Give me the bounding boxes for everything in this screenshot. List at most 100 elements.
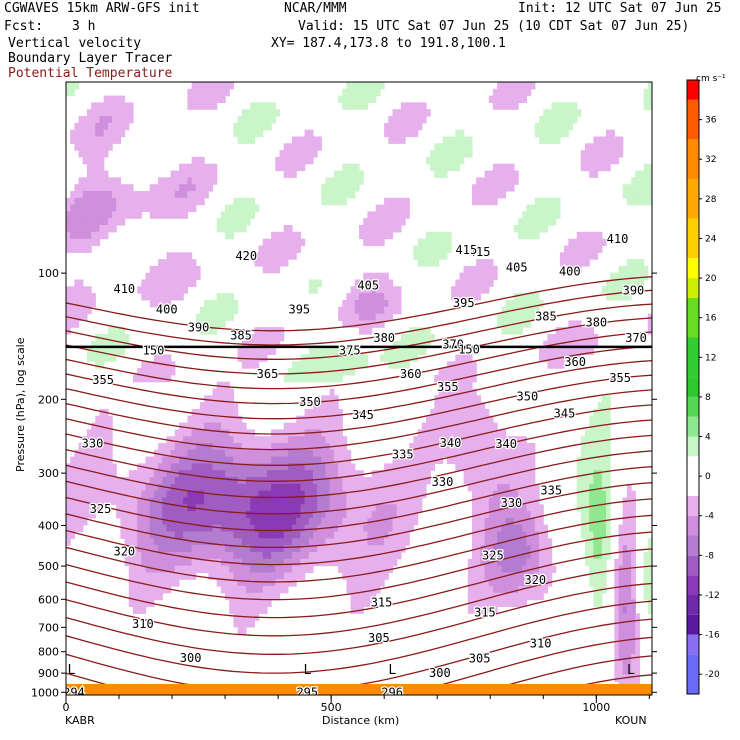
velocity-cell	[484, 436, 490, 444]
velocity-cell	[254, 599, 260, 607]
velocity-cell	[342, 306, 348, 315]
velocity-cell	[518, 565, 523, 573]
velocity-cell	[647, 565, 652, 573]
velocity-cell	[614, 660, 620, 669]
velocity-cell	[480, 456, 486, 464]
velocity-cell	[271, 265, 276, 274]
velocity-cell	[601, 504, 607, 512]
velocity-cell	[279, 231, 285, 240]
velocity-cell	[333, 531, 339, 539]
velocity-cell	[225, 586, 230, 594]
velocity-cell	[455, 408, 461, 417]
velocity-cell	[212, 313, 218, 321]
velocity-cell	[250, 538, 255, 546]
velocity-cell	[409, 483, 414, 492]
velocity-cell	[359, 231, 364, 240]
velocity-cell	[325, 470, 331, 478]
velocity-cell	[86, 490, 92, 499]
velocity-cell	[158, 483, 163, 492]
velocity-cell	[250, 592, 255, 601]
velocity-cell	[459, 388, 465, 396]
velocity-cell	[626, 572, 632, 580]
velocity-cell	[614, 150, 620, 158]
velocity-cell	[271, 443, 276, 451]
velocity-cell	[597, 579, 603, 587]
velocity-cell	[145, 197, 151, 206]
cross-section-endpoints: XY= 187.4,173.8 to 191.8,100.1	[271, 36, 506, 51]
velocity-cell	[409, 116, 414, 124]
velocity-cell	[430, 163, 435, 172]
velocity-cell	[526, 463, 532, 471]
velocity-cell	[597, 497, 603, 505]
velocity-cell	[392, 129, 398, 138]
velocity-cell	[497, 320, 502, 328]
velocity-cell	[103, 143, 109, 151]
velocity-cell	[505, 443, 511, 451]
velocity-cell	[141, 490, 147, 499]
velocity-cell	[137, 599, 142, 607]
velocity-cell	[589, 163, 594, 172]
velocity-cell	[74, 218, 80, 226]
velocity-cell	[103, 225, 109, 233]
velocity-cell	[145, 552, 151, 560]
velocity-cell	[128, 538, 134, 546]
velocity-cell	[271, 592, 276, 601]
velocity-cell	[589, 490, 594, 499]
velocity-cell	[70, 211, 75, 219]
velocity-cell	[82, 204, 88, 212]
velocity-cell	[622, 613, 628, 621]
velocity-cell	[86, 300, 92, 308]
velocity-cell	[338, 497, 343, 505]
velocity-cell	[350, 286, 356, 294]
velocity-cell	[363, 272, 368, 281]
isentrope-label: 300	[429, 666, 451, 680]
velocity-cell	[321, 429, 327, 437]
velocity-cell	[191, 265, 197, 274]
velocity-cell	[271, 497, 276, 505]
velocity-cell	[153, 477, 159, 485]
velocity-cell	[614, 136, 620, 144]
velocity-cell	[216, 463, 222, 471]
velocity-cell	[112, 129, 117, 138]
velocity-cell	[237, 599, 243, 607]
velocity-cell	[564, 347, 569, 355]
velocity-cell	[220, 552, 226, 560]
velocity-cell	[367, 490, 373, 499]
velocity-cell	[91, 102, 96, 110]
velocity-cell	[166, 272, 172, 281]
velocity-cell	[342, 313, 348, 321]
velocity-cell	[166, 497, 172, 505]
velocity-cell	[204, 82, 209, 90]
velocity-cell	[321, 497, 327, 505]
velocity-cell	[484, 272, 490, 281]
velocity-cell	[438, 368, 444, 376]
velocity-cell	[572, 334, 578, 342]
low-marker: L	[304, 663, 312, 678]
velocity-cell	[606, 504, 611, 512]
velocity-cell	[158, 511, 163, 519]
velocity-cell	[392, 470, 398, 478]
velocity-cell	[225, 511, 230, 519]
velocity-cell	[149, 293, 155, 301]
velocity-cell	[392, 531, 398, 539]
velocity-cell	[275, 504, 281, 512]
velocity-cell	[488, 483, 494, 492]
x-axis-label: Distance (km)	[322, 714, 400, 727]
velocity-cell	[292, 552, 297, 560]
velocity-cell	[325, 531, 331, 539]
velocity-cell	[354, 497, 360, 505]
velocity-cell	[585, 511, 590, 519]
velocity-cell	[254, 497, 260, 505]
y-tick-label: 300	[38, 467, 59, 480]
velocity-cell	[551, 334, 557, 342]
velocity-cell	[246, 436, 251, 444]
velocity-cell	[254, 504, 260, 512]
velocity-cell	[212, 415, 218, 424]
velocity-cell	[179, 197, 184, 206]
velocity-cell	[354, 511, 360, 519]
velocity-cell	[199, 327, 205, 335]
y-tick-label: 400	[38, 519, 59, 532]
velocity-cell	[363, 497, 368, 505]
velocity-cell	[338, 531, 343, 539]
velocity-cell	[241, 122, 247, 131]
